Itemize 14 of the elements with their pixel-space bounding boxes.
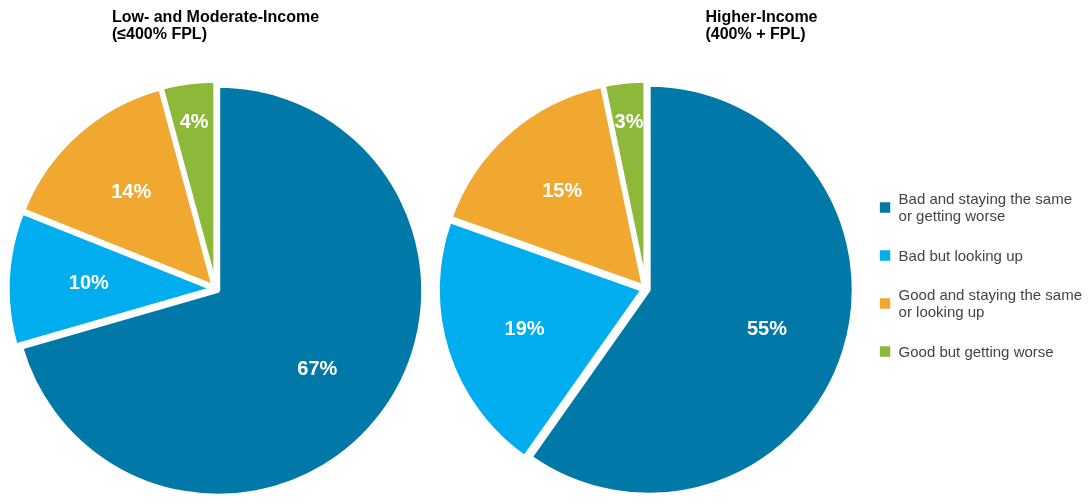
data-label: 14%: [111, 179, 152, 202]
data-label: 15%: [542, 178, 583, 201]
data-label: 3%: [614, 109, 644, 132]
legend-label: Good and staying the same or looking up: [898, 286, 1082, 320]
data-label: 4%: [179, 110, 209, 133]
legend-label: Good but getting worse: [898, 342, 1054, 360]
chart-title: Low- and Moderate-Income (≤400% FPL): [111, 7, 320, 42]
legend-label: Bad but looking up: [898, 246, 1023, 264]
legend-label: Bad and staying the same or getting worse: [898, 190, 1072, 224]
data-label: 10%: [68, 271, 110, 294]
data-label: 55%: [746, 317, 788, 340]
chart-title: Higher-Income (400% + FPL): [705, 7, 818, 42]
data-label: 67%: [297, 356, 338, 379]
data-label: 19%: [504, 317, 545, 340]
